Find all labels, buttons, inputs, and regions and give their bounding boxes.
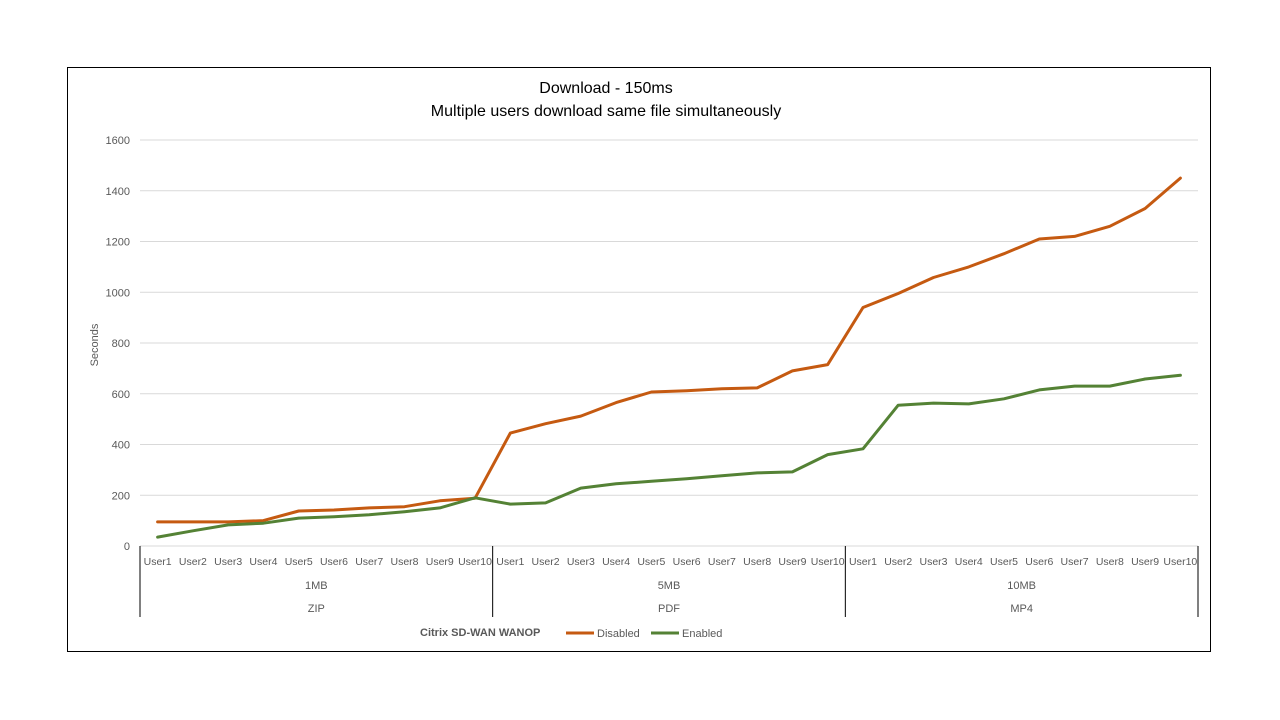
x-tick-label: User1 xyxy=(849,556,877,568)
y-axis-ticks: 0 200 400 600 800 1000 1200 1400 1600 xyxy=(106,135,130,553)
x-tick-label: User2 xyxy=(532,556,560,568)
x-tick-label: User6 xyxy=(320,556,348,568)
y-tick-label: 400 xyxy=(112,440,130,452)
y-tick-label: 1600 xyxy=(106,135,130,147)
x-tick-label: User9 xyxy=(426,556,454,568)
x-tick-label: User9 xyxy=(778,556,806,568)
x-tick-label: User6 xyxy=(673,556,701,568)
chart-frame: Download - 150ms Multiple users download… xyxy=(67,67,1211,652)
x-tick-label: User10 xyxy=(811,556,845,568)
x-tick-label: User9 xyxy=(1131,556,1159,568)
legend-label-enabled: Enabled xyxy=(682,628,722,640)
y-axis-title: Seconds xyxy=(89,323,101,366)
y-tick-label: 200 xyxy=(112,490,130,502)
group-type-label: PDF xyxy=(658,603,680,615)
group-size-label: 10MB xyxy=(1007,580,1036,592)
x-tick-label: User5 xyxy=(285,556,313,568)
legend-label-disabled: Disabled xyxy=(597,628,640,640)
x-tick-label: User8 xyxy=(390,556,418,568)
series-line-enabled xyxy=(156,373,1182,539)
x-tick-label: User5 xyxy=(990,556,1018,568)
x-tick-label: User3 xyxy=(919,556,947,568)
x-tick-label: User7 xyxy=(708,556,736,568)
chart-title: Download - 150ms xyxy=(539,80,672,97)
x-tick-label: User4 xyxy=(249,556,277,568)
x-tick-label: User3 xyxy=(567,556,595,568)
x-tick-label: User8 xyxy=(743,556,771,568)
x-tick-label: User7 xyxy=(1061,556,1089,568)
x-tick-label: User10 xyxy=(458,556,492,568)
x-tick-label: User4 xyxy=(602,556,630,568)
x-tick-label: User6 xyxy=(1025,556,1053,568)
series-lines xyxy=(156,176,1182,539)
y-tick-label: 1200 xyxy=(106,237,130,249)
group-size-label: 5MB xyxy=(658,580,681,592)
x-tick-label: User10 xyxy=(1163,556,1197,568)
legend: Citrix SD-WAN WANOP Disabled Enabled xyxy=(420,627,722,640)
y-tick-label: 1400 xyxy=(106,186,130,198)
y-tick-label: 600 xyxy=(112,389,130,401)
x-tick-label: User1 xyxy=(496,556,524,568)
x-tick-label: User1 xyxy=(144,556,172,568)
x-tick-label: User2 xyxy=(179,556,207,568)
x-tick-label: User7 xyxy=(355,556,383,568)
group-type-label: MP4 xyxy=(1010,603,1033,615)
chart-subtitle: Multiple users download same file simult… xyxy=(431,103,781,120)
group-size-label: 1MB xyxy=(305,580,328,592)
x-tick-label: User5 xyxy=(637,556,665,568)
y-tick-label: 800 xyxy=(112,338,130,350)
gridlines xyxy=(140,139,1198,547)
series-line-disabled xyxy=(156,176,1182,524)
chart-svg: Download - 150ms Multiple users download… xyxy=(89,80,1199,640)
legend-title: Citrix SD-WAN WANOP xyxy=(420,627,540,639)
x-axis: User1 User2 User3 User4 User5 User6 User7 User8… xyxy=(139,545,1199,617)
y-tick-label: 1000 xyxy=(106,287,130,299)
x-tick-label: User2 xyxy=(884,556,912,568)
y-tick-label: 0 xyxy=(124,541,130,553)
x-tick-label: User8 xyxy=(1096,556,1124,568)
group-type-label: ZIP xyxy=(308,603,325,615)
x-tick-label: User3 xyxy=(214,556,242,568)
x-tick-label: User4 xyxy=(955,556,983,568)
